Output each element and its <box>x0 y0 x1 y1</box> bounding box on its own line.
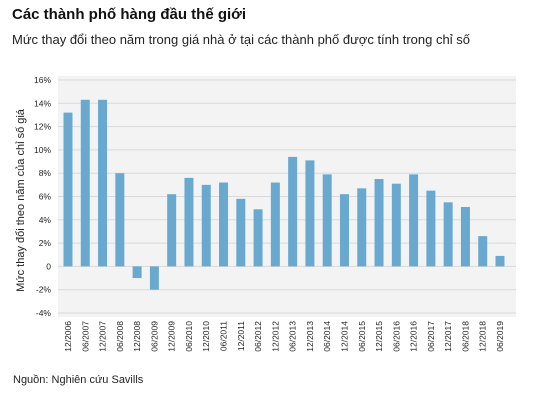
x-tick-label: 12/2015 <box>374 321 384 352</box>
x-tick-label: 12/2009 <box>167 321 177 352</box>
chart-title: Các thành phố hàng đầu thế giới <box>12 6 246 23</box>
y-tick-label: -4% <box>36 308 52 318</box>
y-tick-label: 8% <box>39 168 52 178</box>
x-tick-label: 12/2008 <box>132 321 142 352</box>
bar <box>80 99 90 267</box>
bar <box>270 182 280 267</box>
bar <box>374 179 384 267</box>
x-tick-label: 06/2019 <box>495 321 505 352</box>
y-axis-label: Mức thay đổi theo năm của chỉ số giá <box>15 108 27 292</box>
y-tick-label: 12% <box>34 122 51 132</box>
x-tick-label: 12/2012 <box>270 321 280 352</box>
bar <box>201 184 211 267</box>
y-tick-label: 4% <box>39 215 52 225</box>
bar <box>219 182 229 267</box>
x-tick-label: 12/2013 <box>305 321 315 352</box>
gridlines <box>58 79 516 314</box>
x-tick-label: 12/2017 <box>443 321 453 352</box>
x-axis-ticks: 12/2006 06/2007 12/2007 06/2008 12/2008 06/20… <box>63 321 505 352</box>
bar <box>253 209 263 267</box>
bar <box>409 174 419 267</box>
bar <box>460 206 470 267</box>
chart-subtitle: Mức thay đổi theo năm trong giá nhà ở tạ… <box>12 32 470 47</box>
x-tick-label: 12/2018 <box>478 321 488 352</box>
bar <box>132 266 142 279</box>
y-tick-label: 10% <box>34 145 51 155</box>
y-tick-label: 0 <box>46 261 51 271</box>
x-tick-label: 12/2007 <box>98 321 108 352</box>
y-tick-label: 6% <box>39 192 52 202</box>
x-tick-label: 12/2010 <box>201 321 211 352</box>
x-tick-label: 06/2018 <box>460 321 470 352</box>
bar <box>357 188 367 267</box>
x-tick-label: 12/2014 <box>339 321 349 352</box>
x-tick-label: 06/2010 <box>184 321 194 352</box>
y-tick-label: 14% <box>34 98 51 108</box>
x-tick-label: 06/2007 <box>80 321 90 352</box>
y-tick-label: 16% <box>34 75 51 85</box>
x-tick-label: 06/2016 <box>391 321 401 352</box>
source-note: Nguồn: Nghiên cứu Savills <box>13 374 144 386</box>
bar <box>149 266 159 290</box>
y-tick-label: -2% <box>36 285 52 295</box>
bar <box>339 194 349 267</box>
bar <box>184 177 194 267</box>
x-tick-label: 06/2009 <box>149 321 159 352</box>
bars <box>63 99 505 290</box>
bar <box>167 194 177 267</box>
bar <box>426 190 436 267</box>
x-tick-label: 06/2008 <box>115 321 125 352</box>
x-tick-label: 06/2015 <box>357 321 367 352</box>
x-tick-label: 06/2014 <box>322 321 332 352</box>
bar <box>236 198 246 267</box>
x-tick-label: 12/2016 <box>409 321 419 352</box>
bar <box>98 99 108 267</box>
x-tick-label: 06/2012 <box>253 321 263 352</box>
x-tick-label: 06/2017 <box>426 321 436 352</box>
bar <box>288 156 298 267</box>
x-tick-label: 12/2011 <box>236 321 246 351</box>
x-tick-label: 06/2011 <box>219 321 229 351</box>
bar <box>115 173 125 267</box>
bar <box>63 112 73 267</box>
x-tick-label: 06/2013 <box>288 321 298 352</box>
bar <box>478 236 488 267</box>
x-tick-label: 12/2006 <box>63 321 73 352</box>
bar <box>443 202 453 267</box>
bar <box>322 174 332 267</box>
y-axis-ticks: -4% -2% 0 2% 4% 6% 8% 10% 12% 14% 16% <box>34 75 51 318</box>
y-tick-label: 2% <box>39 238 52 248</box>
bar <box>305 160 315 267</box>
bar <box>495 255 505 267</box>
bar <box>391 183 401 267</box>
